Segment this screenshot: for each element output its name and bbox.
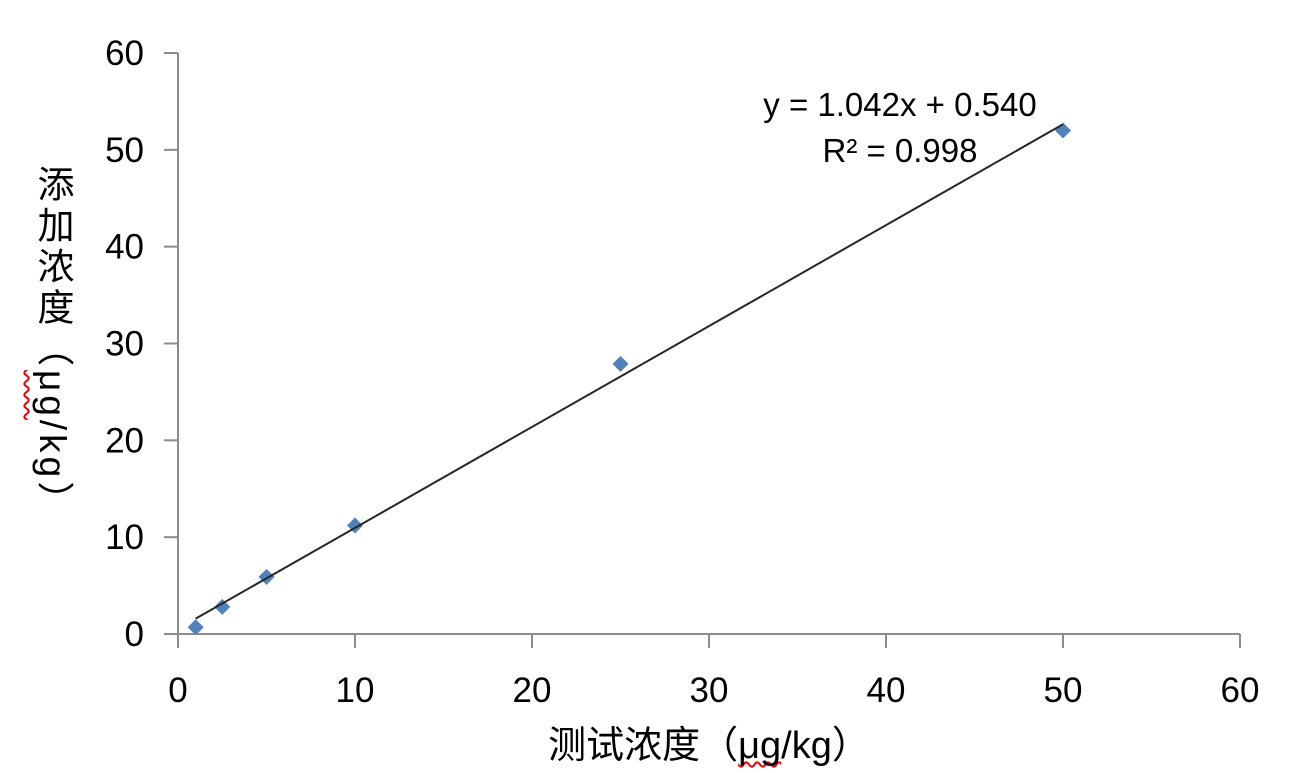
- y-axis-tick-label: 30: [105, 325, 144, 364]
- x-axis-title: 测试浓度（μg/kg）: [459, 714, 959, 769]
- y-axis-title: 添加浓度（μg/kg）: [25, 165, 79, 522]
- y-axis-title-suffix: /kg）: [32, 419, 73, 523]
- x-axis-tick-label: 30: [690, 671, 729, 710]
- x-axis-tick-label: 40: [867, 671, 906, 710]
- x-axis-tick-label: 50: [1044, 671, 1083, 710]
- x-axis-title-suffix: /kg）: [781, 725, 870, 767]
- y-axis-tick-label: 60: [105, 34, 144, 73]
- trendline: [195, 123, 1064, 620]
- y-axis-title-unit: μg: [32, 369, 73, 420]
- data-point-marker: [612, 355, 629, 372]
- y-axis-tick-label: 50: [105, 131, 144, 170]
- data-point-marker: [187, 619, 204, 636]
- x-axis-title-prefix: 测试浓度（: [548, 725, 739, 767]
- x-axis-tick-label: 10: [336, 671, 375, 710]
- y-axis-tick-label: 0: [125, 615, 144, 654]
- data-point-marker: [214, 598, 231, 615]
- y-axis-title-prefix: 添加浓度（: [32, 164, 73, 370]
- trendline-label: y = 1.042x + 0.540 R² = 0.998: [695, 82, 1105, 174]
- y-axis-title-area: 添加浓度（μg/kg）: [22, 53, 82, 634]
- y-axis-tick-label: 40: [105, 228, 144, 267]
- y-axis-tick-label: 10: [105, 518, 144, 557]
- x-axis-tick-label: 0: [168, 671, 187, 710]
- x-axis-tick-label: 20: [513, 671, 552, 710]
- x-axis-tick-label: 60: [1221, 671, 1260, 710]
- trendline-equation: y = 1.042x + 0.540: [763, 86, 1037, 123]
- x-axis-title-unit: μg: [738, 725, 782, 767]
- y-axis-tick-label: 20: [105, 421, 144, 460]
- trendline-r-squared: R² = 0.998: [822, 132, 978, 169]
